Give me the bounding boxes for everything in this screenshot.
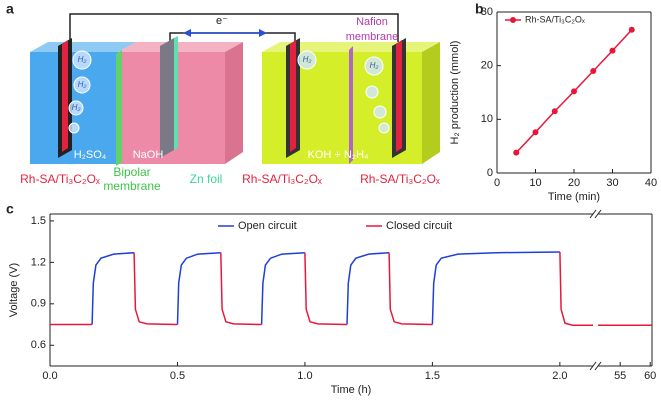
bubble-label: H₂ [78,80,87,89]
electrode-coating [62,40,68,152]
point [590,68,597,75]
electrolyte-label: H₂SO₄ [74,149,107,161]
cell-top [118,42,243,52]
x-axis-label: Time (min) [548,191,600,203]
membrane-label: Nafion [356,16,388,28]
axis-break [589,209,597,219]
y-tick-label: 0 [487,167,493,179]
bubble [365,85,379,99]
axis-break [594,361,602,371]
x-tick-label: 40 [645,177,657,189]
cell-side [225,42,243,164]
y-tick-label: 30 [481,6,493,18]
x-tick-label: 30 [606,177,618,189]
bubble-label: H₂ [78,55,87,64]
point [609,47,616,54]
x-tick-label: 1.0 [297,370,312,382]
legend-label: Closed circuit [386,220,452,232]
point [628,26,635,33]
membrane-label: Bipolar [113,165,150,179]
panel-label: b [475,1,484,17]
bipolar-membrane [116,50,122,166]
series-line [91,251,560,325]
series-line [50,251,652,326]
arrow-head [259,29,267,37]
catalyst-label: Rh-SA/Ti₃C₂Oₓ [242,172,322,186]
panel-label: a [6,1,14,17]
wire [69,13,399,42]
x-tick-label: 1.5 [425,370,440,382]
y-tick-label: 20 [481,60,493,72]
electrolyte-label: KOH + N₂H₄ [307,149,369,161]
y-axis-label: Voltage (V) [8,263,20,317]
axis-break [589,361,597,371]
nafion-membrane [349,46,353,164]
x-tick-label: 0 [494,177,500,189]
point [532,129,539,136]
panel-label: c [6,201,14,217]
diagram: a e⁻ H₂ H₂ H₂ H₂ H₂ H₂SO₄ NaOH KOH + N₂H₄ Na… [6,1,440,193]
y-axis-label: H₂ production (mmol) [449,41,461,145]
bubble [68,100,84,116]
bubble [72,50,92,70]
x-tick-label: 60 [644,370,656,382]
bubble [297,50,317,70]
x-tick-label: 0.0 [42,370,57,382]
y-tick-label: 1.2 [31,256,46,268]
x-tick-label: 2.0 [552,370,567,382]
x-tick-label: 55 [614,370,626,382]
bubble-label: H₂ [72,103,81,112]
cell-top [30,42,136,52]
y-tick-label: 10 [481,113,493,125]
x-axis-label: Time (h) [331,384,372,396]
electrolyte-label: NaOH [133,149,164,161]
catalyst-label: Rh-SA/Ti₃C₂Oₓ [20,172,100,186]
point [571,88,577,95]
arrow-head [183,29,191,37]
zn-edge [174,36,178,150]
y-tick-label: 1.5 [31,215,46,227]
bubble [373,105,387,119]
x-tick-label: 20 [568,177,580,189]
y-tick-label: 0.6 [31,339,46,351]
catalyst-label: Rh-SA/Ti₃C₂Oₓ [360,172,440,186]
point [513,149,520,156]
x-tick-label: 0.5 [170,370,185,382]
zn-foil [160,38,174,158]
electrode-coating [396,40,402,152]
legend-label: Open circuit [238,220,297,232]
y-tick-label: 0.9 [31,298,46,310]
bubble [73,76,91,94]
legend-label: Rh-SA/Ti₃C₂Oₓ [525,14,585,24]
bubble [378,122,390,134]
zn-label: Zn foil [190,172,223,186]
bubble-label: H₂ [303,55,312,64]
membrane-label: membrane [346,31,399,43]
electrode-coating [290,40,296,152]
x-tick-label: 10 [529,177,541,189]
legend-marker [510,17,516,23]
axis-break [594,209,602,219]
membrane-label: membrane [103,179,161,193]
cell-side [422,42,440,164]
bubble-label: H₂ [370,61,379,70]
bubble [364,56,384,76]
charts: b 0 10 20 30 40 0 10 20 30 Time (min) H₂ production… [6,1,657,396]
electron-label: e⁻ [216,15,228,27]
point [551,108,558,115]
bubble [68,122,80,134]
